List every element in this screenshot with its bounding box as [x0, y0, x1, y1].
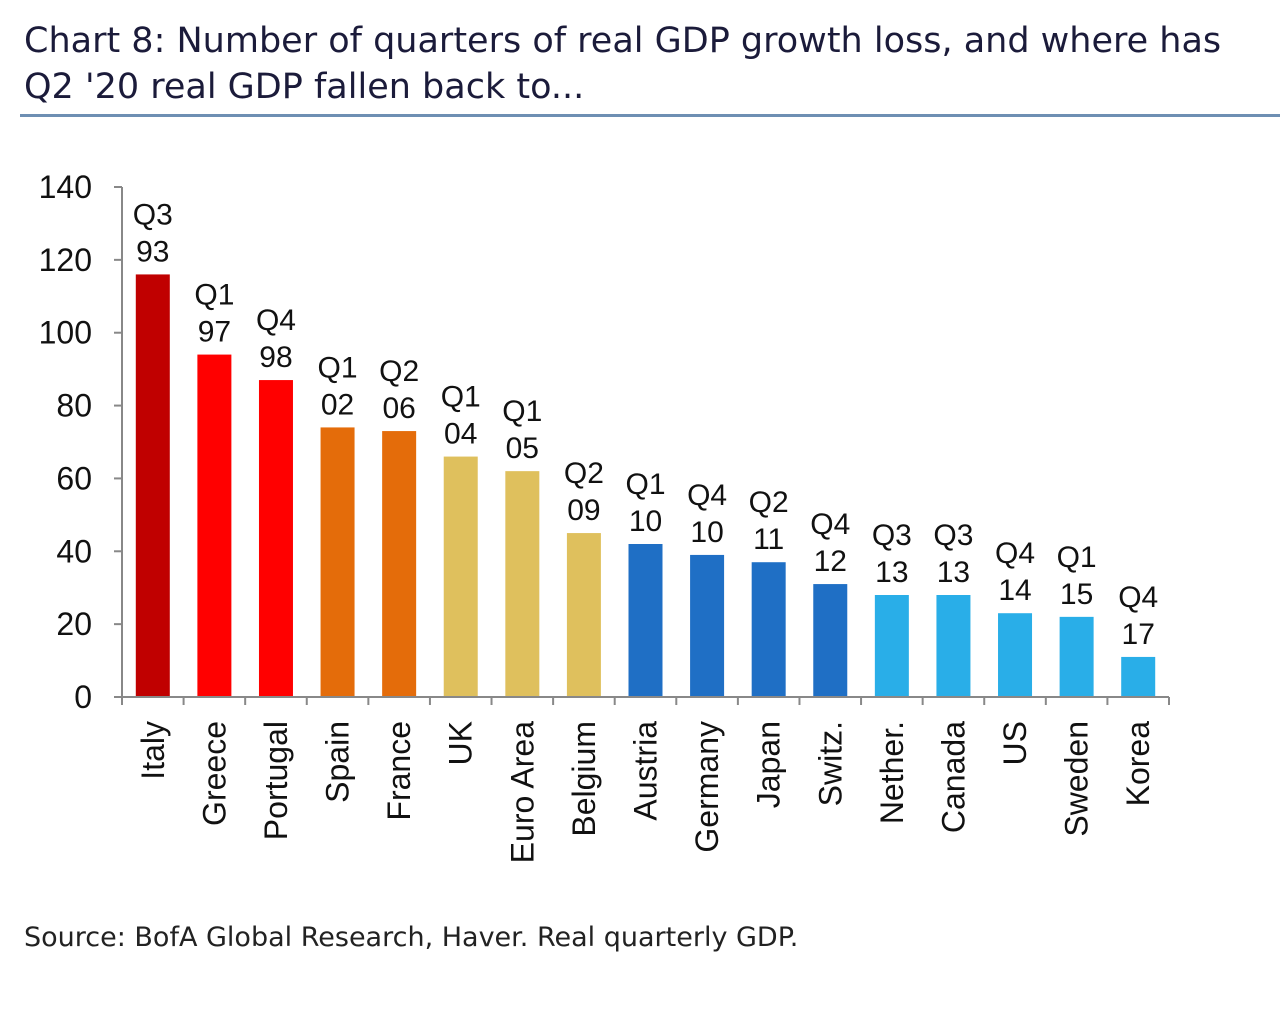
data-label-quarter: Q3	[133, 198, 173, 231]
bar-austria	[628, 544, 663, 697]
x-tick-label: Korea	[1120, 721, 1156, 807]
data-label-quarter: Q3	[872, 519, 912, 552]
data-label-year: 09	[567, 494, 600, 527]
title-divider	[20, 114, 1280, 117]
data-label-year: 12	[814, 545, 847, 578]
bar-korea	[1121, 656, 1156, 697]
bar-portugal	[258, 380, 293, 697]
y-tick-label: 60	[56, 460, 92, 496]
data-label-quarter: Q1	[441, 381, 481, 414]
data-label-quarter: Q2	[379, 355, 419, 388]
bar-series	[135, 274, 1156, 697]
bar-spain	[320, 427, 355, 697]
data-label-year: 13	[875, 556, 908, 589]
x-tick-label: Switz.	[812, 721, 848, 806]
data-label-year: 98	[259, 341, 292, 374]
data-label-quarter: Q2	[749, 486, 789, 519]
y-tick-label: 100	[39, 315, 92, 351]
y-tick-label: 20	[56, 606, 92, 642]
x-tick-label: Portugal	[258, 721, 294, 840]
data-label-quarter: Q1	[625, 468, 665, 501]
bar-germany	[690, 554, 725, 697]
x-tick-label: France	[381, 721, 417, 821]
data-label-quarter: Q4	[995, 537, 1035, 570]
bar-canada	[936, 595, 971, 697]
data-label-quarter: Q4	[687, 479, 727, 512]
data-label-year: 97	[198, 316, 231, 349]
x-tick-label: Belgium	[566, 721, 602, 837]
data-label-quarter: Q1	[1057, 541, 1097, 574]
data-label-year: 13	[937, 556, 970, 589]
data-label-quarter: Q2	[564, 457, 604, 490]
bar-greece	[197, 354, 232, 697]
data-label-year: 14	[998, 574, 1031, 607]
bar-uk	[443, 456, 478, 697]
data-label-quarter: Q4	[256, 304, 296, 337]
x-tick-label: Germany	[689, 721, 725, 853]
bar-nether	[874, 595, 909, 697]
y-tick-label: 80	[56, 388, 92, 424]
x-tick-label: Spain	[320, 721, 356, 803]
x-tick-label: US	[997, 721, 1033, 765]
source-note: Source: BofA Global Research, Haver. Rea…	[24, 922, 799, 953]
data-label-quarter: Q1	[194, 279, 234, 312]
bar-france	[382, 431, 417, 697]
x-tick-label: Greece	[196, 721, 232, 826]
x-tick-label: Euro Area	[504, 721, 540, 864]
chart-title: Chart 8: Number of quarters of real GDP …	[24, 21, 1222, 107]
data-label-quarter: Q3	[933, 519, 973, 552]
data-label-year: 02	[321, 388, 354, 421]
x-tick-label: Austria	[628, 721, 664, 821]
x-axis: Italy Greece Portugal Spain France UK Euro Are…	[121, 696, 1170, 864]
data-label-year: 10	[629, 505, 662, 538]
data-label-year: 04	[444, 418, 477, 451]
data-label-year: 93	[136, 235, 169, 268]
x-tick-label: Italy	[135, 721, 171, 780]
x-tick-label: UK	[443, 721, 479, 765]
y-tick-label: 140	[39, 169, 92, 205]
bar-sweden	[1059, 616, 1094, 697]
bar-italy	[135, 274, 170, 697]
x-tick-label: Nether.	[874, 721, 910, 824]
y-axis: 0 20 40 60 80 100 120 140	[39, 169, 123, 715]
data-label-year: 10	[690, 516, 723, 549]
bar-belgium	[566, 533, 601, 697]
y-tick-label: 0	[74, 679, 92, 715]
data-labels: Q3 93 Q1 97 Q4 98 Q1 02 Q2 06 Q1 04 Q1 05 Q2 09 Q1 10 Q4 10…	[133, 198, 1158, 651]
data-label-year: 11	[753, 523, 784, 556]
data-label-year: 17	[1122, 618, 1155, 651]
data-label-quarter: Q1	[318, 351, 358, 384]
bar-us	[998, 613, 1033, 697]
data-label-quarter: Q4	[810, 508, 850, 541]
y-tick-label: 120	[39, 242, 92, 278]
bar-switz	[813, 584, 848, 697]
data-label-quarter: Q1	[502, 395, 542, 428]
x-tick-label: Canada	[935, 721, 971, 833]
bar-euro-area	[505, 471, 540, 697]
data-label-year: 05	[506, 432, 539, 465]
data-label-quarter: Q4	[1118, 581, 1158, 614]
x-tick-label: Japan	[751, 721, 787, 808]
data-label-year: 15	[1060, 578, 1093, 611]
x-tick-label: Sweden	[1059, 721, 1095, 837]
bar-japan	[751, 562, 786, 697]
data-label-year: 06	[382, 392, 415, 425]
y-tick-label: 40	[56, 533, 92, 569]
